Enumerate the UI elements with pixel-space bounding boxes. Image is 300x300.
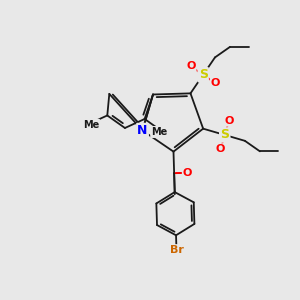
Text: Br: Br (169, 245, 183, 255)
Text: O: O (224, 116, 234, 126)
Text: O: O (216, 144, 225, 154)
Text: O: O (183, 168, 192, 178)
Text: O: O (186, 61, 195, 71)
Text: O: O (211, 78, 220, 88)
Text: Me: Me (151, 127, 167, 137)
Text: S: S (199, 68, 208, 81)
Text: S: S (220, 128, 229, 142)
Text: Me: Me (83, 120, 99, 130)
Text: N: N (137, 124, 148, 137)
